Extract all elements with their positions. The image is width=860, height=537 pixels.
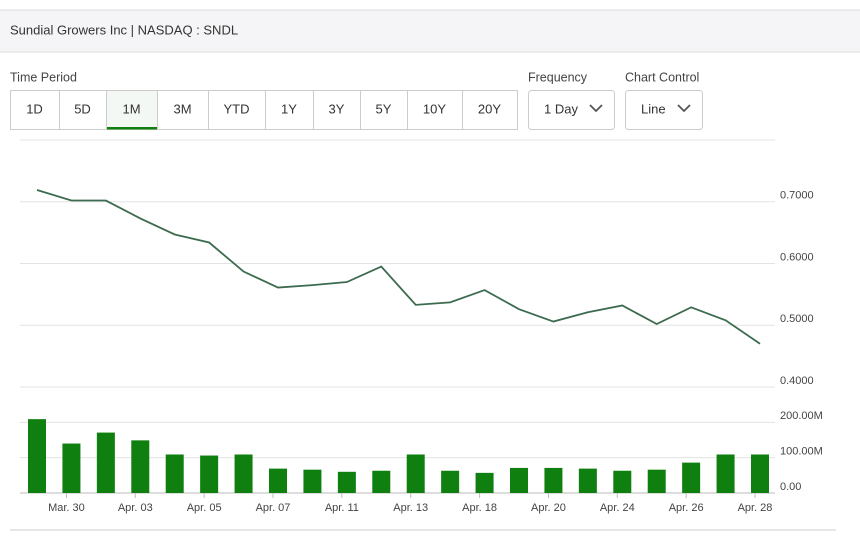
- y-tick-label: 100.00M: [780, 446, 823, 458]
- y-tick-label: 0.7000: [780, 190, 814, 202]
- volume-bar: [131, 440, 150, 493]
- header-title: Sundial Growers Inc | NASDAQ : SNDL: [10, 22, 238, 37]
- period-button[interactable]: [407, 90, 463, 130]
- header-bar: [0, 10, 860, 52]
- y-tick-label: 0.00: [780, 481, 801, 493]
- period-button-label[interactable]: 5D: [74, 101, 91, 116]
- period-button-label[interactable]: 1D: [26, 101, 43, 116]
- y-tick-label: 200.00M: [780, 410, 823, 422]
- period-button-label[interactable]: 5Y: [376, 101, 392, 116]
- volume-bar: [28, 419, 46, 493]
- x-tick-label: Mar. 30: [48, 502, 85, 514]
- x-tick-label: Apr. 24: [600, 502, 635, 514]
- frequency-label: Frequency: [528, 70, 588, 84]
- price-line: [36, 189, 761, 345]
- y-tick-label: 0.6000: [780, 251, 814, 263]
- chart-control-dropdown[interactable]: Line: [625, 90, 703, 130]
- volume-bar: [475, 472, 494, 493]
- dropdown-box[interactable]: [625, 90, 703, 130]
- x-tick-label: Apr. 11: [325, 502, 359, 514]
- volume-bar: [682, 462, 701, 493]
- volume-bar: [647, 469, 666, 493]
- period-button[interactable]: [313, 90, 361, 130]
- x-tick-label: Apr. 28: [738, 502, 773, 514]
- y-tick-label: 0.4000: [780, 375, 814, 387]
- volume-bar: [716, 454, 735, 493]
- volume-bar: [544, 467, 563, 493]
- chart-control-label: Chart Control: [625, 70, 699, 84]
- x-tick-label: Apr. 26: [669, 502, 704, 514]
- volume-bar: [441, 470, 460, 493]
- volume-bar: [372, 470, 391, 493]
- volume-bar: [200, 455, 219, 493]
- period-button-label[interactable]: 10Y: [423, 101, 446, 116]
- period-button[interactable]: [360, 90, 408, 130]
- volume-bar: [613, 470, 632, 493]
- selected-underline: [107, 127, 157, 130]
- period-button-label[interactable]: 20Y: [478, 101, 501, 116]
- x-tick-label: Apr. 13: [393, 502, 428, 514]
- volume-bar: [578, 468, 597, 493]
- y-tick-label: 0.5000: [780, 313, 814, 325]
- x-tick-label: Apr. 05: [187, 502, 222, 514]
- volume-bar: [751, 454, 769, 493]
- period-button-label[interactable]: 1M: [122, 101, 140, 116]
- chevron: [677, 104, 691, 113]
- volume-bar: [406, 454, 425, 493]
- x-tick-label: Apr. 18: [462, 502, 497, 514]
- period-button-label[interactable]: 1Y: [281, 101, 297, 116]
- period-button[interactable]: [462, 90, 518, 130]
- chevron: [589, 104, 603, 113]
- dropdown-value[interactable]: Line: [641, 101, 666, 116]
- period-button[interactable]: [10, 90, 60, 130]
- dropdown-box[interactable]: [528, 90, 615, 130]
- period-button[interactable]: [59, 90, 107, 130]
- period-button-label[interactable]: 3M: [173, 101, 191, 116]
- volume-bar: [165, 454, 184, 493]
- volume-bar: [303, 469, 322, 493]
- volume-bar: [96, 432, 115, 493]
- volume-bar: [269, 468, 287, 493]
- dropdown-value[interactable]: 1 Day: [544, 101, 578, 116]
- volume-bar: [510, 467, 528, 493]
- volume-bar: [234, 454, 253, 493]
- period-button[interactable]: [265, 90, 314, 130]
- volume-bar: [62, 443, 81, 493]
- period-button-label[interactable]: YTD: [224, 101, 250, 116]
- period-button-label[interactable]: 3Y: [329, 101, 345, 116]
- x-tick-label: Apr. 20: [531, 502, 566, 514]
- period-button[interactable]: [208, 90, 266, 130]
- time-period-label: Time Period: [10, 70, 77, 84]
- frequency-dropdown[interactable]: 1 Day: [528, 90, 615, 130]
- x-tick-label: Apr. 03: [118, 502, 153, 514]
- x-tick-label: Apr. 07: [256, 502, 291, 514]
- volume-bar: [337, 471, 356, 493]
